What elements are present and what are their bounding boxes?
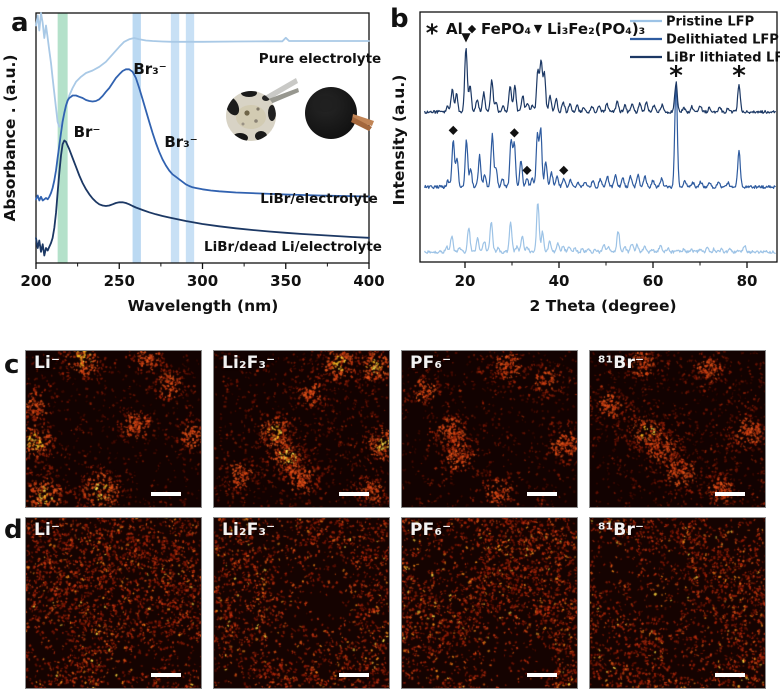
uv-annotation-br3-1: Br₃⁻ bbox=[133, 60, 166, 78]
ion-map-label: Li⁻ bbox=[34, 520, 61, 540]
panel-d-letter: d bbox=[4, 515, 23, 545]
uv-series-label-deadli: LiBr/dead Li/electrolyte bbox=[204, 239, 382, 255]
li3fe2po43-triangle-symbol: ▼ bbox=[534, 22, 543, 35]
x-tick-label: 350 bbox=[270, 272, 301, 290]
scale-bar bbox=[151, 673, 181, 677]
uv-vis-chart: 200 250 300 350 400 Wavelength (nm) Absorban… bbox=[1, 12, 385, 315]
ion-map-d-pf6: PF₆⁻ bbox=[401, 517, 578, 689]
fepo4-label: FePO₄ bbox=[481, 20, 531, 38]
black-electrode-photo bbox=[305, 87, 374, 139]
ion-map-canvas bbox=[214, 518, 389, 688]
legend-label-libr-lithiated: LiBr lithiated LFP bbox=[666, 51, 780, 66]
uv-series-curve bbox=[35, 12, 370, 128]
ion-map-label: Li₂F₃⁻ bbox=[222, 353, 276, 373]
x-tick-label: 40 bbox=[549, 272, 570, 290]
ion-map-label: ⁸¹Br⁻ bbox=[598, 520, 645, 540]
xrd-plot-box bbox=[419, 11, 778, 263]
uv-annotation-br: Br⁻ bbox=[74, 123, 101, 141]
legend-label-delithiated: Delithiated LFP bbox=[666, 33, 779, 48]
xrd-plot-layer: 20 40 60 80▼◆ ◆◆ ◆* * bbox=[419, 11, 778, 290]
uv-ylabel: Absorbance . (a.u.) bbox=[1, 54, 19, 221]
ion-map-canvas bbox=[26, 518, 201, 688]
li3fe2po43-peak-marker: ▼ bbox=[461, 30, 471, 44]
ion-map-c-pf6: PF₆⁻ bbox=[401, 350, 578, 508]
xrd-series-trace bbox=[424, 203, 776, 255]
highlight-band bbox=[170, 13, 180, 263]
fepo4-peak-marker: ◆ bbox=[559, 163, 569, 177]
xrd-series-trace bbox=[424, 48, 776, 114]
xrd-ylabel: Intensity (a.u.) bbox=[390, 75, 408, 206]
x-tick-label: 200 bbox=[20, 272, 51, 290]
panel-a-letter: a bbox=[11, 8, 29, 38]
ion-map-label: PF₆⁻ bbox=[410, 520, 452, 540]
xrd-legend: Pristine LFP Delithiated LFP LiBr lithia… bbox=[630, 15, 780, 66]
ion-map-label: Li₂F₃⁻ bbox=[222, 520, 276, 540]
scale-bar bbox=[151, 492, 181, 496]
fepo4-diamond-symbol: ◆ bbox=[468, 22, 477, 35]
scale-bar bbox=[527, 492, 557, 496]
fepo4-peak-marker: ◆ bbox=[510, 125, 520, 139]
al-peak-star-marker: * bbox=[669, 61, 683, 91]
al-label: Al bbox=[446, 20, 463, 38]
uv-series-curve bbox=[35, 68, 370, 202]
x-tick-label: 20 bbox=[455, 272, 476, 290]
highlight-band bbox=[57, 13, 68, 263]
uv-series-curve bbox=[35, 139, 370, 257]
scale-bar bbox=[715, 673, 745, 677]
ion-map-canvas bbox=[590, 518, 765, 688]
ion-map-c-li: Li⁻ bbox=[25, 350, 202, 508]
x-tick-label: 250 bbox=[104, 272, 135, 290]
inset-photos bbox=[226, 78, 374, 141]
scale-bar bbox=[527, 673, 557, 677]
fepo4-peak-marker: ◆ bbox=[522, 163, 532, 177]
fepo4-peak-marker: ◆ bbox=[449, 123, 459, 137]
x-tick-label: 400 bbox=[353, 272, 384, 290]
panel-c-letter: c bbox=[4, 350, 20, 380]
xrd-series-trace bbox=[424, 83, 776, 190]
xrd-xlabel: 2 Theta (degree) bbox=[529, 297, 676, 315]
ion-map-c-br81: ⁸¹Br⁻ bbox=[589, 350, 766, 508]
xrd-chart: 20 40 60 80▼◆ ◆◆ ◆* * 2 Theta (degree) Intensi… bbox=[390, 11, 780, 315]
ion-map-c-li2f3: Li₂F₃⁻ bbox=[213, 350, 390, 508]
uv-series-label-pure: Pure electrolyte bbox=[259, 51, 381, 67]
li3fe2po43-label: Li₃Fe₂(PO₄)₃ bbox=[547, 20, 645, 38]
scale-bar bbox=[339, 673, 369, 677]
ion-map-canvas bbox=[590, 351, 765, 507]
uv-xlabel: Wavelength (nm) bbox=[128, 297, 279, 315]
ion-map-d-br81: ⁸¹Br⁻ bbox=[589, 517, 766, 689]
x-tick-label: 80 bbox=[737, 272, 758, 290]
highlight-band bbox=[132, 13, 141, 263]
legend-label-pristine: Pristine LFP bbox=[666, 15, 754, 30]
tweezers-icon bbox=[263, 78, 299, 105]
ion-map-d-li2f3: Li₂F₃⁻ bbox=[213, 517, 390, 689]
ion-map-label: Li⁻ bbox=[34, 353, 61, 373]
uv-annotation-br3-2: Br₃⁻ bbox=[164, 133, 197, 151]
ion-map-canvas bbox=[214, 351, 389, 507]
ion-map-d-li: Li⁻ bbox=[25, 517, 202, 689]
x-tick-label: 60 bbox=[643, 272, 664, 290]
panel-b-letter: b bbox=[390, 4, 409, 34]
scale-bar bbox=[339, 492, 369, 496]
lithiated-electrode-photo bbox=[226, 91, 276, 141]
uv-plot-layer: 200 250 300 350 400 bbox=[20, 12, 385, 290]
xrd-symbol-key: * Al ◆ FePO₄ ▼ Li₃Fe₂(PO₄)₃ bbox=[426, 19, 646, 47]
x-tick-label: 300 bbox=[187, 272, 218, 290]
ion-map-canvas bbox=[402, 351, 577, 507]
highlight-band bbox=[185, 13, 195, 263]
ion-map-label: PF₆⁻ bbox=[410, 353, 452, 373]
al-peak-star-marker: * bbox=[732, 61, 746, 91]
al-star-symbol: * bbox=[426, 19, 439, 47]
scale-bar bbox=[715, 492, 745, 496]
ion-map-canvas bbox=[402, 518, 577, 688]
ion-map-label: ⁸¹Br⁻ bbox=[598, 353, 645, 373]
ion-map-canvas bbox=[26, 351, 201, 507]
uv-series-label-libr: LiBr/electrolyte bbox=[260, 191, 377, 207]
